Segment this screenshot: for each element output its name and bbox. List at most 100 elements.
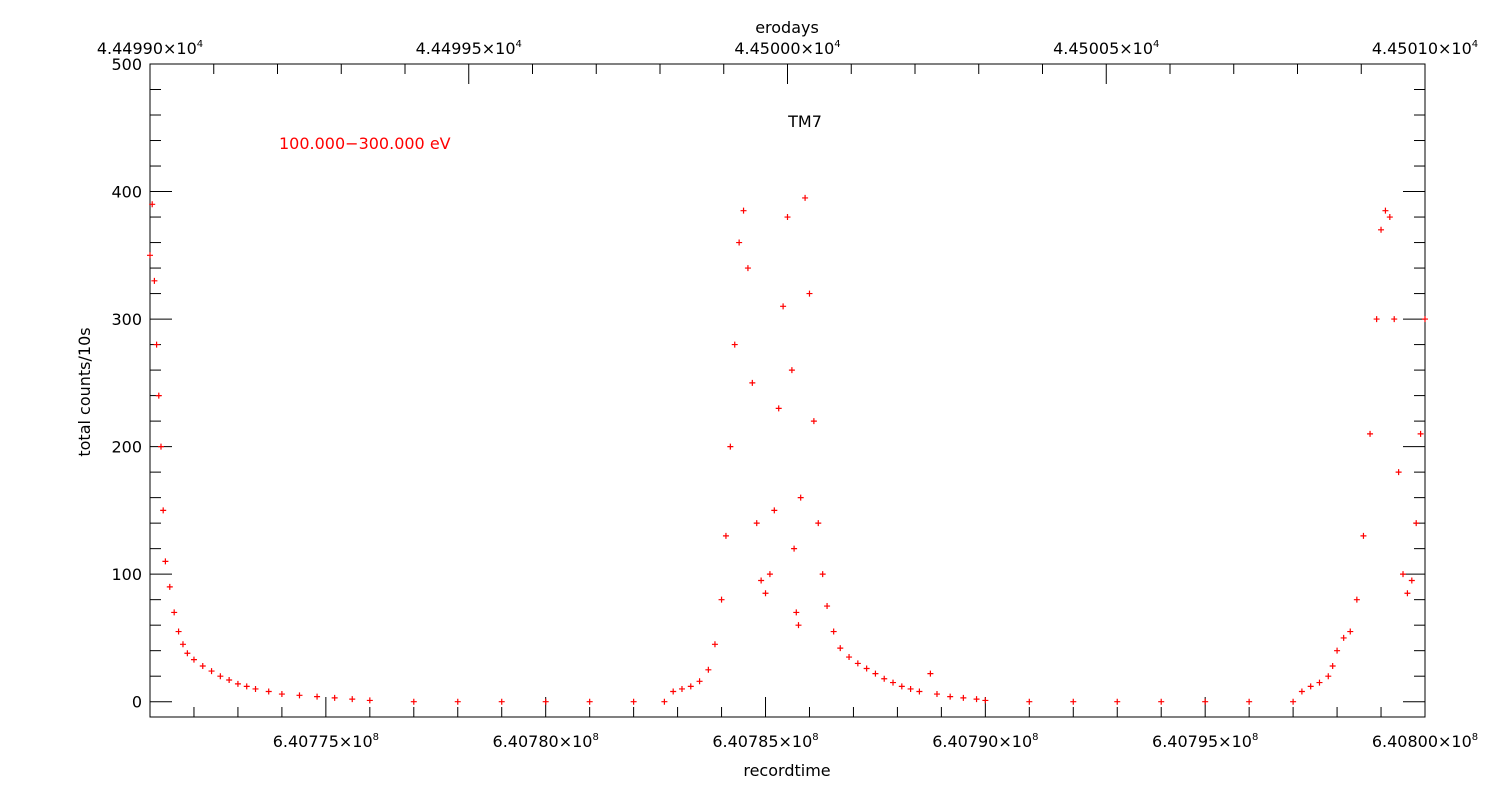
data-point	[155, 392, 162, 399]
data-point	[162, 558, 169, 565]
data-point	[1290, 698, 1297, 705]
data-point	[1400, 571, 1407, 578]
data-point	[795, 622, 802, 629]
y-tick-label: 400	[111, 183, 142, 202]
data-point	[793, 609, 800, 616]
data-point	[890, 679, 897, 686]
data-point	[830, 628, 837, 635]
data-point	[314, 693, 321, 700]
data-point	[217, 673, 224, 680]
data-point	[151, 277, 158, 284]
data-point	[947, 693, 954, 700]
data-point	[153, 341, 160, 348]
data-point	[791, 545, 798, 552]
data-point	[749, 379, 756, 386]
data-point	[802, 194, 809, 201]
data-point	[815, 520, 822, 527]
data-point	[775, 405, 782, 412]
data-point	[190, 656, 197, 663]
data-point	[771, 507, 778, 514]
data-point	[881, 675, 888, 682]
data-point	[806, 290, 813, 297]
data-point	[854, 660, 861, 667]
chart-title: TM7	[787, 112, 822, 131]
data-point	[973, 696, 980, 703]
top-tick-label: 4.44995×104	[416, 39, 522, 58]
data-point	[1298, 688, 1305, 695]
data-point	[1373, 316, 1380, 323]
top-tick-label: 4.44990×104	[97, 39, 203, 58]
data-point	[171, 609, 178, 616]
data-point	[1386, 214, 1393, 221]
x-tick-label: 6.40795×108	[1152, 732, 1258, 751]
top-axis-title: erodays	[755, 18, 819, 37]
data-point	[758, 577, 765, 584]
data-point	[1347, 628, 1354, 635]
data-point	[1202, 698, 1209, 705]
data-point	[349, 696, 356, 703]
data-point	[157, 443, 164, 450]
data-point	[160, 507, 167, 514]
x-tick-label: 6.40790×108	[932, 732, 1038, 751]
axis-ticks	[149, 63, 1426, 717]
data-point	[670, 688, 677, 695]
data-point	[960, 694, 967, 701]
energy-annotation: 100.000−300.000 eV	[279, 134, 451, 153]
data-point	[166, 583, 173, 590]
data-point	[1070, 698, 1077, 705]
data-point	[718, 596, 725, 603]
data-point	[740, 207, 747, 214]
data-point	[705, 666, 712, 673]
data-point	[837, 645, 844, 652]
data-point	[907, 685, 914, 692]
data-point	[208, 668, 215, 675]
data-point	[661, 698, 668, 705]
data-point	[744, 265, 751, 272]
data-point	[175, 628, 182, 635]
data-point	[147, 252, 153, 259]
data-point	[727, 443, 734, 450]
data-point	[678, 685, 685, 692]
data-point	[1158, 698, 1165, 705]
data-point	[278, 691, 285, 698]
data-point	[846, 654, 853, 661]
data-point	[1307, 683, 1314, 690]
tick-labels: 0 100 200 300 400 500 6.40775×108 6.40780×108 6.…	[97, 39, 1478, 751]
data-point	[696, 678, 703, 685]
x-tick-label: 6.40800×108	[1372, 732, 1478, 751]
data-point	[331, 694, 338, 701]
data-point	[933, 691, 940, 698]
data-point	[1353, 596, 1360, 603]
x-axis-title: recordtime	[743, 761, 830, 780]
data-point	[1026, 698, 1033, 705]
data-point	[1378, 226, 1385, 233]
data-point	[1413, 520, 1420, 527]
x-tick-label: 6.40780×108	[493, 732, 599, 751]
y-tick-label: 0	[132, 693, 142, 712]
data-point	[788, 367, 795, 374]
data-point	[1404, 590, 1411, 597]
data-point	[226, 677, 233, 684]
data-point	[722, 532, 729, 539]
data-point	[149, 201, 156, 208]
y-tick-label: 200	[111, 438, 142, 457]
data-point	[1325, 673, 1332, 680]
data-point	[784, 214, 791, 221]
y-tick-label: 500	[111, 55, 142, 74]
data-point	[184, 650, 191, 657]
top-tick-label: 4.45010×104	[1372, 39, 1478, 58]
data-point	[863, 665, 870, 672]
data-point	[243, 683, 250, 690]
data-point	[982, 697, 989, 704]
data-point	[498, 698, 505, 705]
data-point	[234, 680, 241, 687]
data-point	[1395, 469, 1402, 476]
data-point	[1417, 430, 1424, 437]
data-point	[1246, 698, 1253, 705]
data-point	[810, 418, 817, 425]
y-tick-label: 300	[111, 310, 142, 329]
data-point	[927, 670, 934, 677]
data-point	[1334, 647, 1341, 654]
data-point	[1114, 698, 1121, 705]
data-point	[252, 685, 259, 692]
